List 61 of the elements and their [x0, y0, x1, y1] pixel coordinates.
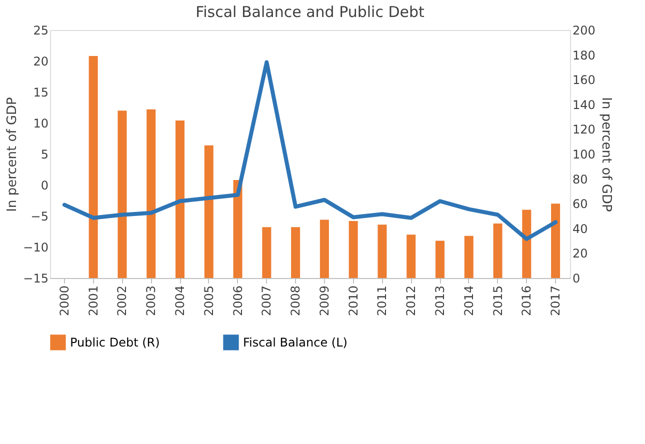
bar: [378, 224, 387, 278]
bar: [118, 110, 127, 278]
y-tick-label: 0: [40, 178, 48, 192]
bar: [233, 180, 242, 278]
bar: [320, 220, 329, 278]
x-tick-label: 2016: [520, 286, 534, 316]
bar: [291, 227, 300, 278]
x-tick-label: 2005: [202, 286, 216, 316]
y2-tick-label: 160: [572, 73, 596, 88]
x-tick-label: 2003: [144, 286, 158, 316]
x-tick-label: 2001: [86, 286, 100, 316]
bar: [348, 220, 358, 278]
x-tick-label: 2004: [173, 286, 187, 316]
bar: [146, 109, 156, 278]
y-tick-label: 20: [33, 54, 48, 68]
y-tick-label: 5: [40, 148, 48, 162]
y2-tick-label: 100: [572, 148, 596, 162]
x-tick-label: 2015: [490, 286, 505, 316]
y2-tick-label: 120: [572, 122, 596, 137]
x-tick-label: 2008: [288, 286, 303, 316]
x-tick-label: 2006: [230, 286, 245, 316]
y2-tick-label: 200: [572, 24, 596, 38]
y-axis-title: In percent of GDP: [5, 96, 20, 212]
y-tick-label: 25: [33, 24, 48, 38]
y2-tick-label: 180: [572, 48, 596, 62]
y-tick-label: −15: [23, 272, 48, 286]
bar: [464, 236, 474, 278]
x-tick-label: 2009: [317, 286, 332, 316]
bar: [522, 210, 532, 278]
y2-tick-label: 60: [572, 197, 588, 212]
y2-axis-title: In percent of GDP: [598, 97, 614, 212]
bar: [493, 223, 502, 278]
bar: [88, 56, 98, 278]
bar: [436, 240, 444, 278]
x-tick-label: 2000: [57, 286, 72, 316]
chart-title: Fiscal Balance and Public Debt: [196, 3, 425, 21]
x-tick-label: 2011: [375, 286, 390, 316]
x-tick-label: 2012: [404, 286, 418, 316]
x-tick-label: 2002: [115, 286, 130, 316]
y-tick-label: −5: [30, 210, 48, 224]
y2-tick-label: 140: [572, 98, 596, 112]
x-tick-label: 2014: [462, 286, 476, 316]
y2-tick-label: 40: [572, 222, 588, 236]
y2-tick-label: 20: [572, 246, 588, 261]
legend-label: Fiscal Balance (L): [243, 335, 348, 350]
bar: [204, 145, 214, 278]
bar: [176, 120, 184, 278]
bar: [551, 204, 560, 278]
x-tick-label: 2013: [433, 286, 447, 316]
y2-tick-label: 80: [572, 172, 588, 186]
y-tick-label: 15: [33, 86, 48, 100]
legend-label: Public Debt (R): [70, 335, 160, 350]
bar: [262, 227, 272, 278]
y2-tick-label: 0: [572, 272, 580, 286]
y-tick-label: 10: [33, 116, 48, 130]
line-series: [62, 60, 558, 241]
y-tick-label: −10: [23, 240, 48, 254]
bar: [406, 234, 416, 278]
x-tick-label: 2007: [260, 286, 274, 316]
x-tick-label: 2017: [548, 286, 563, 316]
x-tick-label: 2010: [346, 286, 360, 316]
